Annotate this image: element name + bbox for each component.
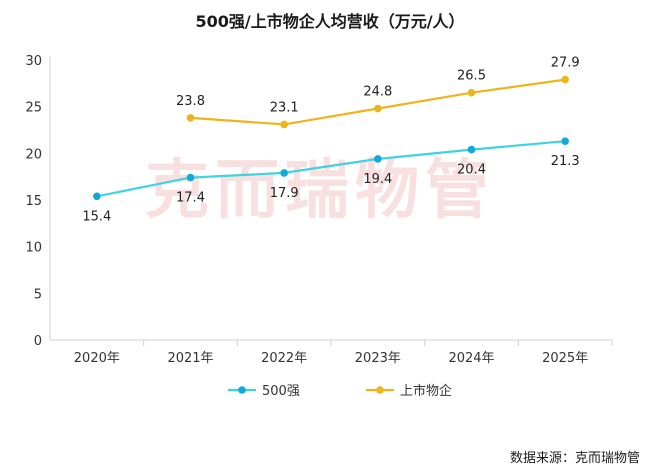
watermark: 克而瑞物管 bbox=[145, 154, 495, 228]
data-label: 15.4 bbox=[82, 209, 111, 224]
chart-title: 500强/上市物企人均营收（万元/人） bbox=[195, 12, 465, 31]
legend-swatch-marker bbox=[376, 386, 384, 394]
y-tick-label: 10 bbox=[25, 241, 42, 256]
data-label: 26.5 bbox=[457, 69, 486, 84]
data-point bbox=[93, 192, 101, 201]
x-tick-label: 2020年 bbox=[74, 351, 120, 366]
y-tick-label: 30 bbox=[25, 54, 42, 69]
legend-label: 上市物企 bbox=[400, 383, 452, 399]
data-point bbox=[561, 137, 569, 145]
data-point bbox=[186, 114, 195, 122]
data-label: 17.9 bbox=[270, 186, 299, 201]
x-tick-label: 2022年 bbox=[261, 351, 307, 366]
series-line bbox=[96, 140, 566, 198]
y-tick-label: 5 bbox=[34, 287, 42, 302]
data-point bbox=[374, 155, 382, 163]
y-tick-label: 20 bbox=[25, 147, 42, 162]
data-label: 23.1 bbox=[270, 100, 299, 115]
y-tick-label: 15 bbox=[25, 194, 42, 209]
data-label: 23.8 bbox=[176, 94, 205, 109]
x-tick-label: 2024年 bbox=[448, 351, 494, 366]
data-point bbox=[467, 88, 476, 97]
legend-label: 500强 bbox=[262, 384, 300, 399]
data-point bbox=[561, 75, 569, 84]
data-point bbox=[374, 104, 382, 113]
data-point bbox=[467, 145, 476, 154]
x-tick-label: 2021年 bbox=[167, 351, 213, 366]
x-tick-label: 2025年 bbox=[542, 351, 588, 366]
data-point bbox=[186, 173, 195, 182]
data-label: 27.9 bbox=[551, 56, 580, 71]
data-label: 19.4 bbox=[363, 172, 392, 187]
data-label: 21.3 bbox=[551, 154, 580, 169]
data-label: 17.4 bbox=[176, 191, 205, 206]
data-source: 数据来源：克而瑞物管 bbox=[509, 451, 640, 466]
y-tick-label: 0 bbox=[34, 334, 42, 349]
data-point bbox=[280, 169, 288, 177]
data-label: 20.4 bbox=[457, 163, 486, 178]
x-tick-label: 2023年 bbox=[355, 351, 401, 366]
y-tick-label: 25 bbox=[25, 101, 42, 116]
data-label: 24.8 bbox=[363, 85, 392, 100]
legend-swatch-marker bbox=[238, 386, 246, 394]
data-point bbox=[280, 120, 288, 129]
